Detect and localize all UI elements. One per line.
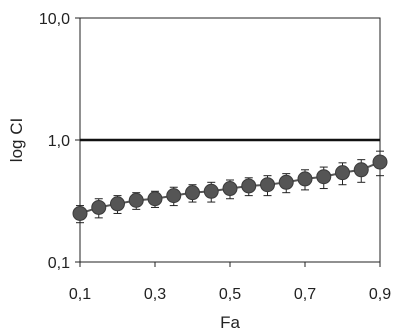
- data-point: [72, 205, 88, 221]
- data-point: [353, 162, 369, 178]
- data-point: [147, 191, 163, 207]
- y-tick-label: 10,0: [39, 11, 70, 28]
- x-tick-label: 0,1: [69, 286, 91, 303]
- data-point: [110, 196, 125, 212]
- data-point: [203, 183, 219, 199]
- data-series: [72, 150, 388, 224]
- y-axis-title: log CI: [7, 118, 26, 162]
- x-tick-label: 0,9: [369, 286, 391, 303]
- y-ticks: 0,1 1,0 10,0: [39, 11, 80, 272]
- data-point: [91, 199, 107, 215]
- y-tick-label: 1,0: [48, 133, 70, 150]
- x-tick-label: 0,3: [144, 286, 166, 303]
- data-point: [166, 188, 182, 204]
- data-point: [222, 181, 238, 197]
- data-point: [185, 185, 200, 201]
- data-point: [316, 169, 332, 185]
- data-point: [372, 154, 388, 170]
- data-point: [297, 171, 313, 187]
- data-point: [335, 165, 350, 181]
- x-tick-label: 0,5: [219, 286, 241, 303]
- x-tick-label: 0,7: [294, 286, 316, 303]
- x-ticks: 0,1 0,3 0,5 0,7 0,9: [69, 262, 391, 303]
- data-point: [241, 178, 257, 194]
- data-point: [278, 174, 294, 190]
- data-point: [260, 177, 275, 193]
- data-point: [128, 192, 144, 208]
- y-tick-label: 0,1: [48, 255, 70, 272]
- x-axis-title: Fa: [220, 313, 240, 332]
